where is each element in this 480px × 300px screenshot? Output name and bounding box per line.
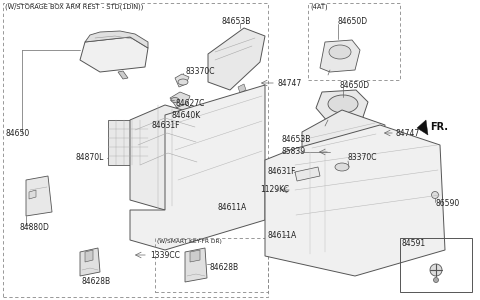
Text: 84747: 84747 (278, 79, 302, 88)
Polygon shape (370, 149, 379, 160)
Polygon shape (108, 120, 148, 165)
Polygon shape (175, 74, 189, 87)
Polygon shape (29, 190, 36, 199)
Text: (W/SMART KEY-FR DR): (W/SMART KEY-FR DR) (157, 239, 222, 244)
Polygon shape (80, 37, 148, 72)
Polygon shape (80, 248, 100, 276)
Polygon shape (26, 176, 52, 216)
Polygon shape (190, 250, 200, 262)
Text: 84631F: 84631F (268, 167, 297, 176)
Text: 84870L: 84870L (76, 154, 104, 163)
Text: 84627C: 84627C (175, 100, 204, 109)
Text: 84747: 84747 (396, 128, 420, 137)
Text: 84650D: 84650D (338, 17, 368, 26)
Polygon shape (148, 122, 175, 136)
Text: (4AT): (4AT) (310, 4, 328, 11)
Bar (3, 3, 268, 297)
Polygon shape (320, 40, 360, 72)
Polygon shape (295, 167, 320, 181)
Text: 84611A: 84611A (268, 230, 297, 239)
Text: 83370C: 83370C (348, 154, 377, 163)
Text: 84631F: 84631F (152, 122, 180, 130)
Text: 83370C: 83370C (185, 68, 215, 76)
Text: 85839: 85839 (282, 148, 306, 157)
Polygon shape (417, 120, 428, 135)
Text: 84650D: 84650D (340, 80, 370, 89)
Ellipse shape (335, 163, 349, 171)
Text: 84591: 84591 (402, 239, 426, 248)
Polygon shape (130, 105, 200, 210)
Ellipse shape (178, 79, 188, 85)
Text: 84880D: 84880D (20, 223, 50, 232)
Ellipse shape (328, 95, 358, 113)
Polygon shape (208, 28, 265, 90)
Bar (155, 238, 268, 292)
Polygon shape (302, 110, 385, 170)
Text: 84628B: 84628B (210, 263, 239, 272)
Ellipse shape (433, 278, 439, 283)
Polygon shape (130, 85, 265, 250)
Polygon shape (85, 250, 93, 262)
Polygon shape (85, 31, 148, 48)
Polygon shape (185, 248, 207, 282)
Ellipse shape (432, 191, 439, 199)
Polygon shape (238, 84, 246, 93)
Polygon shape (316, 90, 368, 122)
Bar (400, 238, 472, 292)
Polygon shape (118, 71, 128, 79)
Text: 84611A: 84611A (218, 202, 247, 211)
Text: 84653B: 84653B (282, 136, 312, 145)
Bar (308, 3, 400, 80)
Text: FR.: FR. (430, 122, 448, 132)
Ellipse shape (430, 264, 442, 276)
Text: 84640K: 84640K (172, 110, 201, 119)
Text: 1339CC: 1339CC (150, 250, 180, 260)
Polygon shape (163, 104, 202, 134)
Text: 1129KC: 1129KC (260, 185, 289, 194)
Text: 86590: 86590 (436, 200, 460, 208)
Polygon shape (265, 125, 445, 276)
Text: 84628B: 84628B (82, 277, 111, 286)
Text: 84653B: 84653B (221, 17, 251, 26)
Text: (W/STORAGE BOX ARM REST - STD(1DIN)): (W/STORAGE BOX ARM REST - STD(1DIN)) (5, 4, 144, 11)
Ellipse shape (329, 45, 351, 59)
Text: 84650: 84650 (6, 128, 30, 137)
Ellipse shape (171, 98, 179, 103)
Polygon shape (170, 92, 190, 108)
